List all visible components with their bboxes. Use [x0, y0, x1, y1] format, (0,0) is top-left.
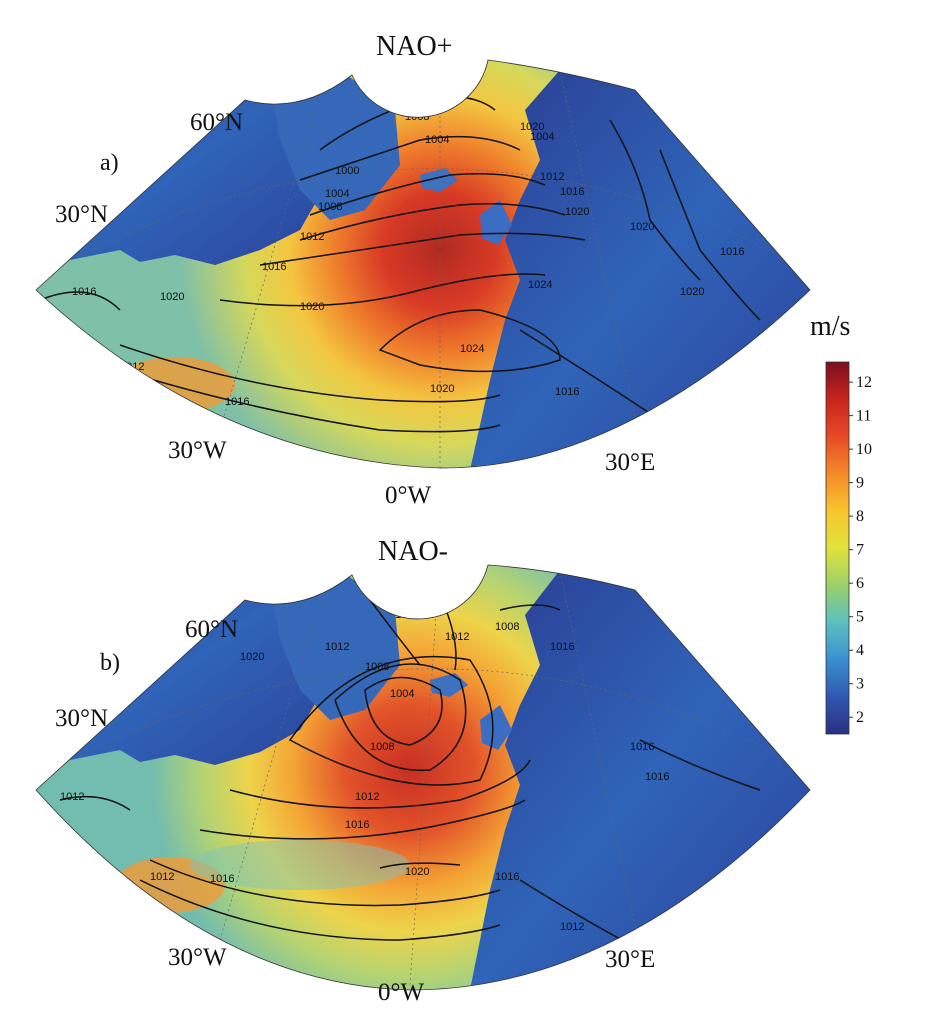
panel-a-title: NAO+: [376, 31, 452, 62]
contour-label: 1016: [72, 286, 96, 298]
colorbar-tick-label: 9: [856, 475, 864, 492]
contour-label: 1016: [225, 396, 249, 408]
contour-label: 1016: [262, 261, 286, 273]
panel-b-title: NAO-: [378, 536, 448, 567]
contour-label: 1004: [425, 134, 449, 146]
contour-label: 1004: [325, 188, 349, 200]
contour-label: 1012: [120, 361, 144, 373]
panel-b-lat-label-30n: 30°N: [55, 705, 108, 732]
contour-label: 1016: [645, 771, 669, 783]
panel-a-lat-label-60n: 60°N: [190, 109, 243, 136]
contour-label: 1012: [300, 231, 324, 243]
panel-b-map: 1004 1008 1008 1008 1012 1012 1012 1012 …: [36, 565, 810, 990]
panel-a-contours: [39, 95, 761, 433]
contour-label: 1020: [430, 383, 454, 395]
contour-label: 1016: [630, 741, 654, 753]
contour-label: 1024: [528, 279, 552, 291]
colorbar-tick-label: 12: [856, 374, 872, 391]
contour-label: 1016: [550, 641, 574, 653]
contour-label: 1016: [555, 386, 579, 398]
colorbar-tick-label: 3: [856, 676, 864, 693]
contour-label: 1012: [445, 631, 469, 643]
panel-a-label: a): [100, 150, 119, 176]
colorbar-scale: [825, 361, 850, 735]
panel-a-lon-label-30w: 30°W: [168, 437, 227, 464]
contour-label: 1020: [520, 121, 544, 133]
colorbar-tick-label: 6: [856, 575, 864, 592]
panel-a-lat-label-30n: 30°N: [55, 201, 108, 228]
contour-label: 1020: [565, 206, 589, 218]
contour-label: 1012: [60, 791, 84, 803]
panel-b-label: b): [100, 650, 120, 676]
contour-label: 1008: [365, 661, 389, 673]
panel-b-greenland: [270, 570, 400, 720]
contour-label: 1016: [495, 871, 519, 883]
colorbar-tick-label: 4: [856, 642, 864, 659]
contour-label: 1016: [720, 246, 744, 258]
contour-label: 1012: [560, 921, 584, 933]
contour-label: 1016: [345, 819, 369, 831]
panel-a-map: 1000 1004 1004 1004 1008 1008 1012 1012 …: [36, 60, 810, 469]
panel-a-greenland: [270, 70, 400, 220]
colorbar-ticks: 12 11 10 9 8 7 6 5 4 3 2: [849, 374, 872, 726]
panel-a: 1000 1004 1004 1004 1008 1008 1012 1012 …: [35, 31, 811, 509]
colorbar-tick-label: 10: [856, 441, 872, 458]
contour-label: 1020: [300, 301, 324, 313]
colorbar-unit: m/s: [810, 311, 850, 342]
contour-label: 1008: [318, 201, 342, 213]
contour-label: 1020: [240, 651, 264, 663]
contour-label: 1020: [680, 286, 704, 298]
contour-label: 1008: [370, 741, 394, 753]
panel-b-uk: [480, 705, 512, 750]
panel-b-contour-labels: 1004 1008 1008 1008 1012 1012 1012 1012 …: [60, 609, 669, 933]
contour-label: 1016: [210, 873, 234, 885]
contour-label: 1020: [630, 221, 654, 233]
contour-label: 1020: [405, 866, 429, 878]
colorbar-tick-label: 2: [856, 709, 864, 726]
panel-a-border: [35, 59, 811, 469]
contour-label: 1016: [560, 186, 584, 198]
contour-label: 1020: [160, 291, 184, 303]
panel-a-lon-label-0w: 0°W: [385, 482, 431, 509]
contour-label: 1004: [530, 131, 554, 143]
contour-label: 1012: [150, 871, 174, 883]
contour-label: 1008: [495, 621, 519, 633]
colorbar-tick-label: 5: [856, 609, 864, 626]
panel-a-lon-label-30e: 30°E: [605, 449, 655, 476]
panel-b-lon-label-30e: 30°E: [605, 946, 655, 973]
colorbar-tick-label: 7: [856, 542, 864, 559]
contour-label: 1012: [325, 641, 349, 653]
colorbar-tick-label: 8: [856, 508, 864, 525]
contour-label: 1012: [355, 791, 379, 803]
contour-label: 1000: [335, 165, 359, 177]
contour-label: 1012: [540, 171, 564, 183]
colorbar: m/s 12 11 10 9 8 7 6 5 4 3 2: [810, 311, 872, 735]
panel-b-border: [35, 564, 811, 991]
panel-a-iceland: [420, 168, 458, 192]
panel-b: 1004 1008 1008 1008 1012 1012 1012 1012 …: [35, 536, 811, 1006]
panel-b-lat-label-60n: 60°N: [185, 616, 238, 643]
panel-a-graticule: [79, 60, 791, 468]
colorbar-tick-label: 11: [856, 408, 871, 425]
contour-label: 1024: [460, 343, 484, 355]
panel-b-lon-label-0w: 0°W: [378, 979, 424, 1006]
contour-label: 1004: [390, 688, 414, 700]
panel-b-lon-label-30w: 30°W: [168, 944, 227, 971]
